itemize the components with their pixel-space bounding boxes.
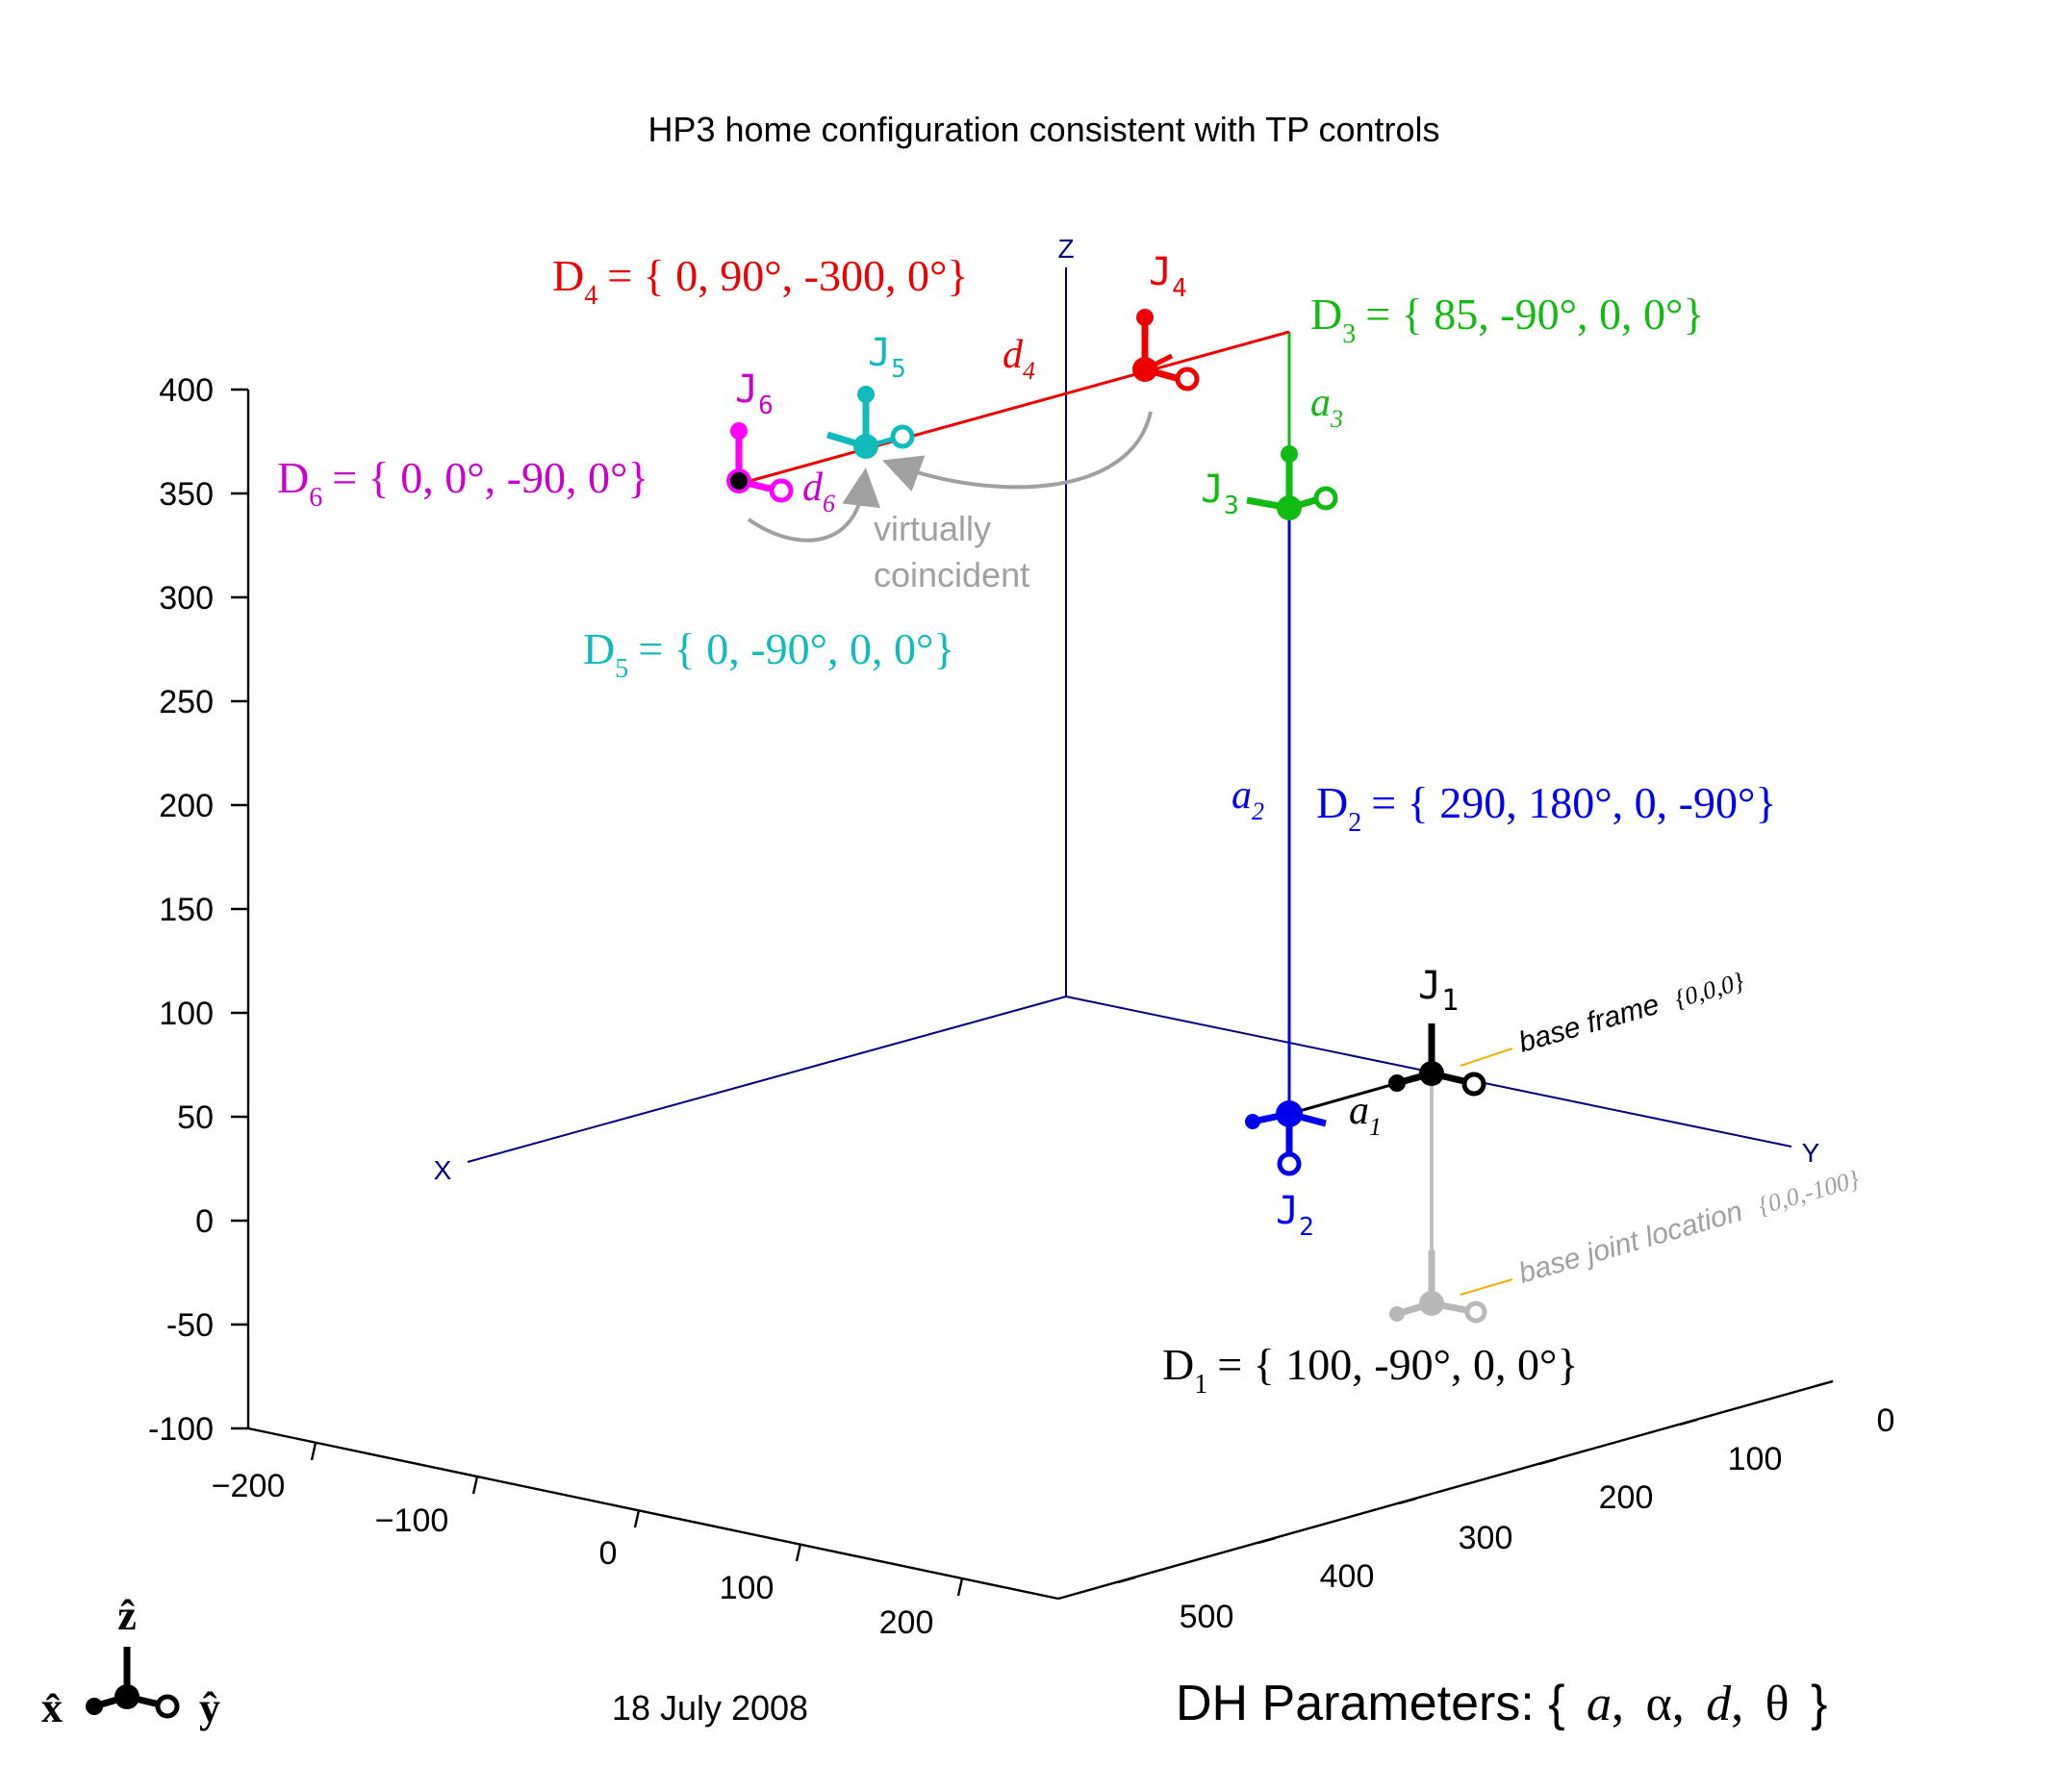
base-frame-text: base frame xyxy=(1515,989,1663,1059)
z-tick-labels: 400 350 300 250 200 150 100 50 0 -50 -10… xyxy=(148,372,214,1448)
joint-6-label: J6 xyxy=(735,367,774,420)
joint-3-label: J3 xyxy=(1201,467,1239,520)
link-labels: a1 a2 a3 d4 d6 xyxy=(802,333,1382,1141)
base-joint-leader xyxy=(1460,1278,1513,1296)
z-tick-label: 350 xyxy=(159,476,214,513)
frame-x-label: X xyxy=(434,1155,452,1185)
base-joint-annotation: base joint location {0,0,-100} xyxy=(1515,1162,1863,1290)
y-tick-labels: 0 100 200 300 400 500 xyxy=(1180,1402,1895,1635)
y-tick-label: 300 xyxy=(1459,1520,1513,1556)
link-d6-label: d6 xyxy=(802,466,835,517)
base-joint-coords: {0,0,-100} xyxy=(1755,1165,1863,1221)
joint-2-label: J2 xyxy=(1276,1189,1314,1242)
joint-labels: J1 J2 J3 J4 J5 J6 xyxy=(735,250,1459,1242)
z-tick-label: 0 xyxy=(195,1203,214,1240)
robot-links xyxy=(742,330,1434,1303)
y-tick-label: 0 xyxy=(1877,1402,1895,1439)
dh-parameter-labels: D1 = { 100, -90°, 0, 0°} D2 = { 290, 180°,… xyxy=(277,251,1776,1400)
joint-2-glyph xyxy=(1245,1100,1327,1176)
x-ticks xyxy=(310,1442,964,1597)
y-tick-label: 500 xyxy=(1180,1599,1234,1635)
param-d4: D4 = { 0, 90°, -300, 0°} xyxy=(552,251,968,311)
arrow-j6-to-j5 xyxy=(747,467,881,543)
param-d6: D6 = { 0, 0°, -90, 0°} xyxy=(277,453,648,513)
legend-x-label: x̂ xyxy=(41,1684,63,1731)
frame-z-label: Z xyxy=(1057,234,1074,264)
joint-5-glyph xyxy=(825,386,915,459)
figure-title: HP3 home configuration consistent with T… xyxy=(648,110,1439,149)
x-tick-label: −200 xyxy=(212,1468,286,1504)
legend-z-label: ẑ xyxy=(117,1592,137,1639)
z-tick-label: 300 xyxy=(159,580,214,617)
z-tick-label: 200 xyxy=(159,788,214,824)
z-tick-label: -50 xyxy=(166,1307,214,1344)
joint-4-glyph xyxy=(1132,309,1200,391)
legend-triad xyxy=(86,1647,180,1719)
y-ticks xyxy=(1117,1379,1834,1584)
base-frame-leader xyxy=(1460,1047,1513,1067)
base-joint-glyph xyxy=(1389,1250,1487,1324)
frame-y-label: Y xyxy=(1802,1138,1820,1168)
y-tick-label: 100 xyxy=(1728,1441,1783,1477)
param-d1: D1 = { 100, -90°, 0, 0°} xyxy=(1162,1340,1578,1400)
z-tick-label: 150 xyxy=(159,892,214,928)
x-tick-label: 0 xyxy=(599,1535,618,1572)
virtually-label: virtually xyxy=(874,509,991,548)
svg-text:base joint location {0,0: base joint location {0,0,-100} xyxy=(1515,1162,1863,1290)
joint-1-glyph xyxy=(1388,1023,1486,1097)
base-frame-annotation: base frame {0,0,0} xyxy=(1515,964,1748,1058)
z-tick-label: 400 xyxy=(159,372,214,409)
arrow-j4-to-j5 xyxy=(881,411,1153,492)
coincident-label: coincident xyxy=(874,555,1029,594)
joint-4-label: J4 xyxy=(1149,250,1187,303)
x-tick-label: 100 xyxy=(720,1570,775,1606)
z-tick-label: 100 xyxy=(159,996,214,1032)
link-d4 xyxy=(742,330,1290,485)
svg-text:base frame {0,0,0}: base frame {0,0,0} xyxy=(1515,964,1748,1058)
y-tick-label: 200 xyxy=(1599,1479,1654,1516)
x-tick-label: 200 xyxy=(879,1604,934,1641)
z-tick-label: -100 xyxy=(148,1411,214,1448)
base-joint-text: base joint location xyxy=(1515,1196,1746,1290)
joint-3-glyph xyxy=(1246,445,1338,520)
joint-1-label: J1 xyxy=(1418,964,1459,1018)
link-a3-label: a3 xyxy=(1310,381,1343,433)
param-d2: D2 = { 290, 180°, 0, -90°} xyxy=(1316,778,1776,838)
dh-caption: DH Parameters: { a, α, d, θ } xyxy=(1176,1676,1827,1731)
z-tick-label: 50 xyxy=(177,1099,214,1136)
param-d3: D3 = { 85, -90°, 0, 0°} xyxy=(1310,290,1704,349)
z-ticks xyxy=(231,388,248,1430)
legend-y-label: ŷ xyxy=(199,1684,220,1731)
param-d5: D5 = { 0, -90°, 0, 0°} xyxy=(583,624,954,684)
plot-box-axes xyxy=(246,390,1834,1601)
z-tick-label: 250 xyxy=(159,684,214,720)
figure-date: 18 July 2008 xyxy=(612,1688,808,1728)
joint-5-label: J5 xyxy=(868,331,906,384)
y-tick-label: 400 xyxy=(1320,1558,1375,1595)
joint-6-glyph xyxy=(726,422,794,503)
base-frame-coords: {0,0,0} xyxy=(1672,967,1748,1013)
link-a1-label: a1 xyxy=(1349,1089,1382,1141)
link-a2-label: a2 xyxy=(1232,773,1264,825)
link-d4-label: d4 xyxy=(1003,333,1035,385)
x-tick-label: −100 xyxy=(375,1502,449,1539)
coincident-arrows xyxy=(747,411,1153,543)
x-tick-labels: −200 −100 0 100 200 xyxy=(212,1468,934,1641)
